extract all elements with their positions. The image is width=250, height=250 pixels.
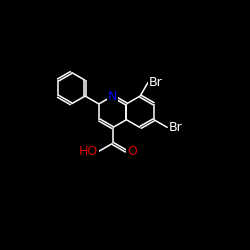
Text: HO: HO	[79, 145, 98, 158]
Text: N: N	[108, 90, 117, 102]
Text: Br: Br	[149, 76, 163, 89]
Text: O: O	[127, 145, 137, 158]
Text: Br: Br	[169, 121, 182, 134]
